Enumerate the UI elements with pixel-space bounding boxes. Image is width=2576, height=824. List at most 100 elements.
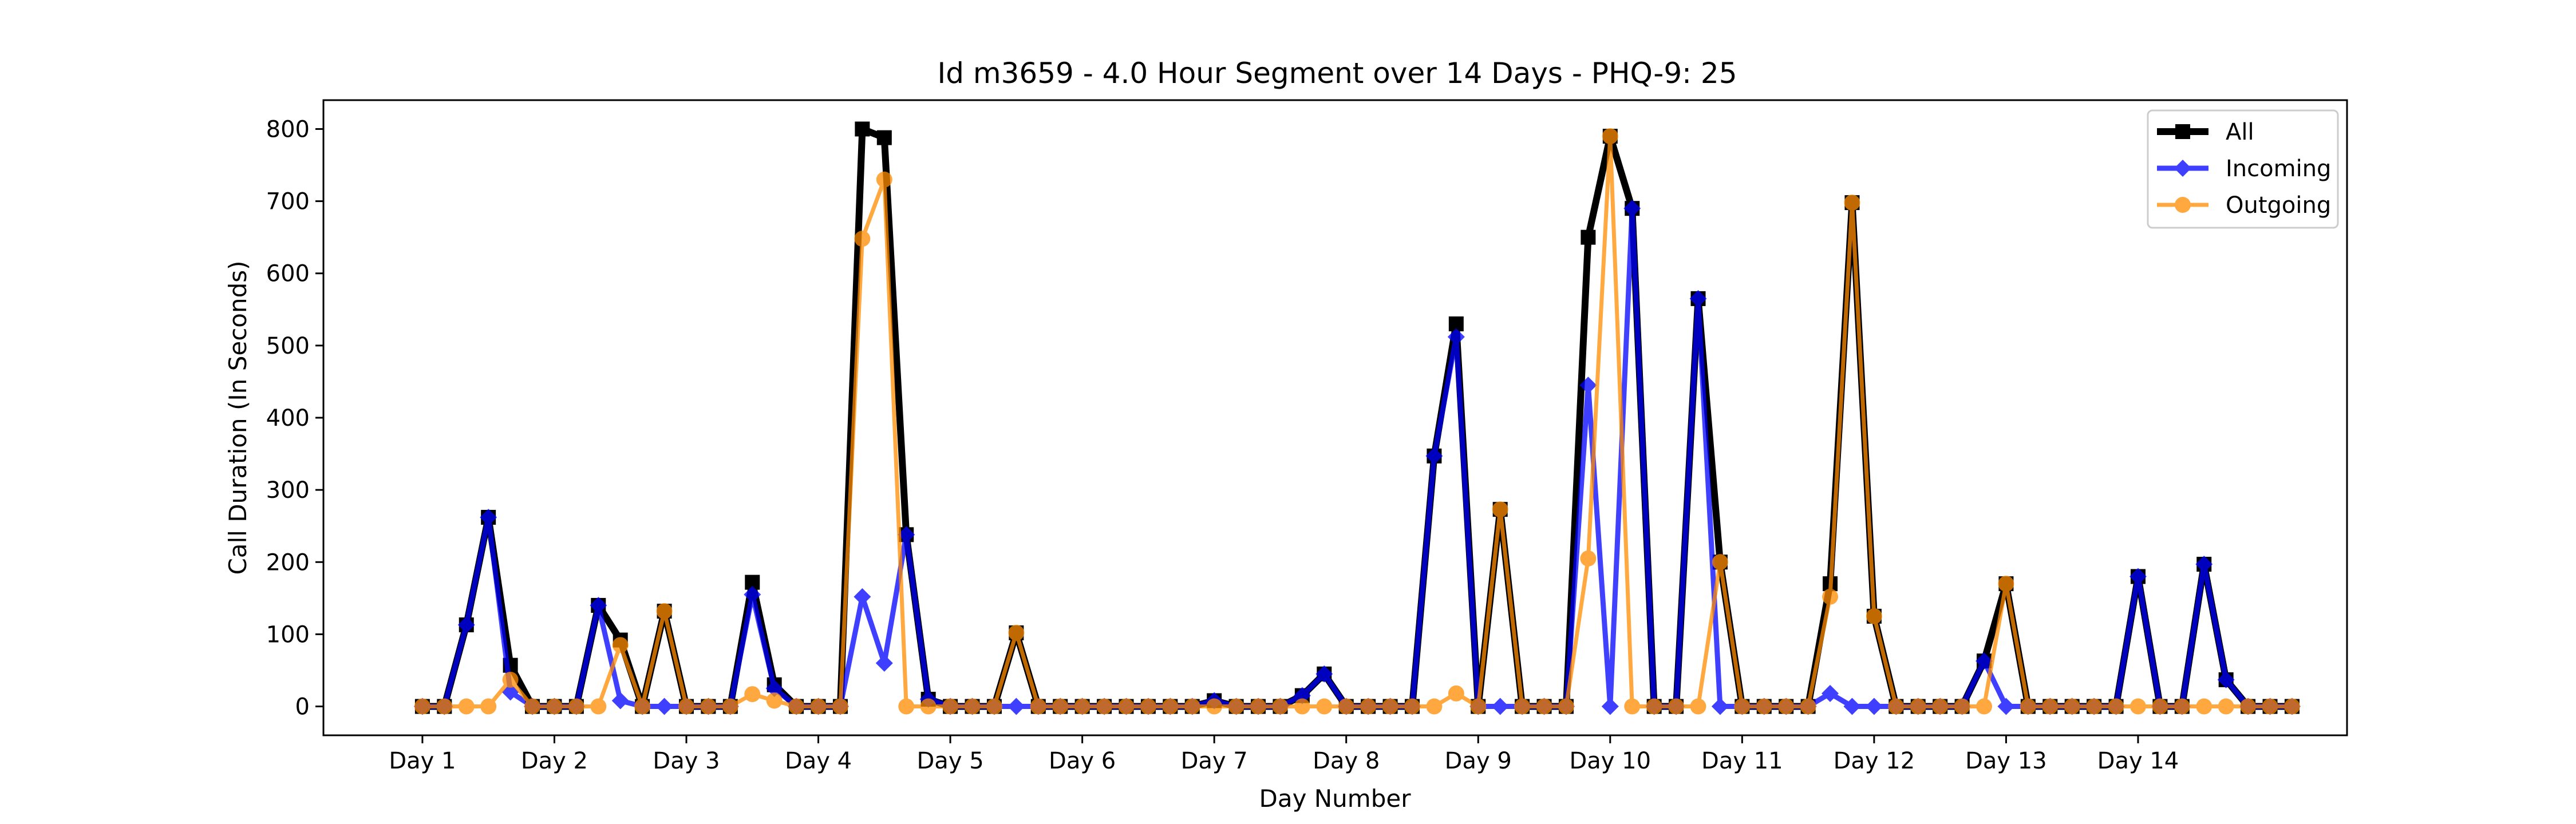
data-point-incoming: [1822, 684, 1839, 702]
data-point-outgoing: [1624, 698, 1641, 715]
data-point-outgoing: [502, 671, 519, 688]
y-tick-label: 500: [266, 333, 310, 359]
data-point-incoming: [655, 698, 673, 715]
legend-label-incoming: Incoming: [2226, 156, 2331, 182]
data-point-outgoing: [1976, 698, 1993, 715]
data-point-outgoing: [744, 686, 761, 703]
data-point-outgoing: [1294, 698, 1310, 715]
y-axis-label: Call Duration (In Seconds): [224, 260, 252, 575]
x-tick-label: Day 7: [1181, 748, 1248, 774]
data-point-outgoing: [436, 698, 453, 715]
data-point-outgoing: [1800, 698, 1816, 715]
data-point-outgoing: [1162, 698, 1179, 715]
data-point-outgoing: [1514, 698, 1531, 715]
x-tick-label: Day 12: [1834, 748, 1915, 774]
data-point-outgoing: [480, 698, 497, 715]
legend: All Incoming Outgoing: [2147, 109, 2339, 229]
data-point-outgoing: [876, 171, 892, 188]
data-point-incoming: [1689, 290, 1707, 307]
data-point-incoming: [480, 509, 497, 526]
data-point-outgoing: [1602, 128, 1618, 145]
legend-frame: [2147, 109, 2339, 229]
data-point-outgoing: [1910, 698, 1926, 715]
data-point-outgoing: [722, 698, 738, 715]
data-point-outgoing: [546, 698, 563, 715]
y-tick-label: 100: [266, 621, 310, 648]
legend-marker-all: [2175, 124, 2190, 139]
data-point-outgoing: [1492, 501, 1508, 518]
data-point-incoming: [2195, 556, 2213, 573]
x-tick-label: Day 3: [653, 748, 720, 774]
data-point-outgoing: [612, 637, 629, 653]
data-point-all: [855, 121, 870, 137]
series-all: [414, 121, 2300, 714]
data-point-outgoing: [1272, 698, 1289, 715]
data-point-outgoing: [2042, 698, 2059, 715]
data-point-outgoing: [986, 698, 1002, 715]
data-point-outgoing: [2108, 698, 2124, 715]
data-point-incoming: [1711, 698, 1729, 715]
data-point-outgoing: [2218, 698, 2234, 715]
legend-swatch-outgoing: [2157, 197, 2208, 213]
data-point-outgoing: [810, 698, 827, 715]
data-point-incoming: [765, 680, 783, 698]
data-point-outgoing: [2196, 698, 2212, 715]
data-point-outgoing: [1712, 554, 1728, 571]
y-tick-label: 300: [266, 477, 310, 504]
data-point-all: [876, 130, 892, 145]
data-point-incoming: [875, 654, 893, 672]
data-point-incoming: [1008, 698, 1025, 715]
x-tick-label: Day 9: [1445, 748, 1512, 774]
plot-area: [413, 121, 2301, 715]
legend-swatch-all: [2157, 124, 2208, 139]
data-point-outgoing: [1888, 698, 1905, 715]
data-point-outgoing: [2020, 698, 2036, 715]
data-point-outgoing: [1668, 698, 1685, 715]
data-point-outgoing: [766, 692, 783, 709]
data-point-outgoing: [1118, 698, 1135, 715]
x-axis: Day 1 Day 2 Day 3 Day 4 Day 5 Day 6 Day 7 Day 8…: [389, 735, 2179, 774]
data-point-outgoing: [1140, 698, 1156, 715]
data-point-incoming: [2129, 568, 2147, 585]
y-tick-label: 800: [266, 116, 310, 142]
data-point-outgoing: [2129, 698, 2146, 715]
data-point-outgoing: [2152, 698, 2168, 715]
data-point-outgoing: [1646, 698, 1662, 715]
series-outgoing: [414, 128, 2300, 715]
data-point-incoming: [1447, 328, 1465, 346]
data-point-outgoing: [2283, 698, 2300, 715]
data-point-outgoing: [788, 698, 805, 715]
data-point-outgoing: [1228, 698, 1244, 715]
data-point-outgoing: [942, 698, 959, 715]
data-point-outgoing: [1250, 698, 1267, 715]
data-point-incoming: [854, 588, 871, 605]
data-point-outgoing: [1448, 685, 1464, 702]
data-point-incoming: [1601, 698, 1619, 715]
data-point-outgoing: [1954, 698, 1970, 715]
x-tick-label: Day 11: [1701, 748, 1783, 774]
data-point-all: [1581, 229, 1596, 245]
data-point-outgoing: [964, 698, 981, 715]
data-point-outgoing: [1382, 698, 1398, 715]
data-point-outgoing: [2174, 698, 2190, 715]
y-axis: 0 100 200 300 400 500 600 700 800: [266, 116, 323, 720]
data-point-outgoing: [678, 698, 694, 715]
data-point-incoming: [1623, 200, 1641, 217]
data-point-outgoing: [1778, 698, 1795, 715]
x-tick-label: Day 8: [1313, 748, 1380, 774]
data-point-outgoing: [524, 698, 541, 715]
data-point-outgoing: [1844, 195, 1860, 211]
y-tick-label: 0: [295, 694, 310, 720]
data-point-outgoing: [1734, 698, 1751, 715]
x-tick-label: Day 10: [1569, 748, 1651, 774]
data-point-outgoing: [1338, 698, 1354, 715]
data-point-outgoing: [1932, 698, 1949, 715]
data-point-outgoing: [854, 231, 871, 247]
data-point-outgoing: [1074, 698, 1091, 715]
data-point-outgoing: [920, 698, 937, 715]
data-point-incoming: [1425, 447, 1443, 465]
data-point-outgoing: [1470, 698, 1487, 715]
x-tick-label: Day 14: [2097, 748, 2179, 774]
data-point-outgoing: [700, 698, 717, 715]
data-point-outgoing: [656, 603, 673, 620]
